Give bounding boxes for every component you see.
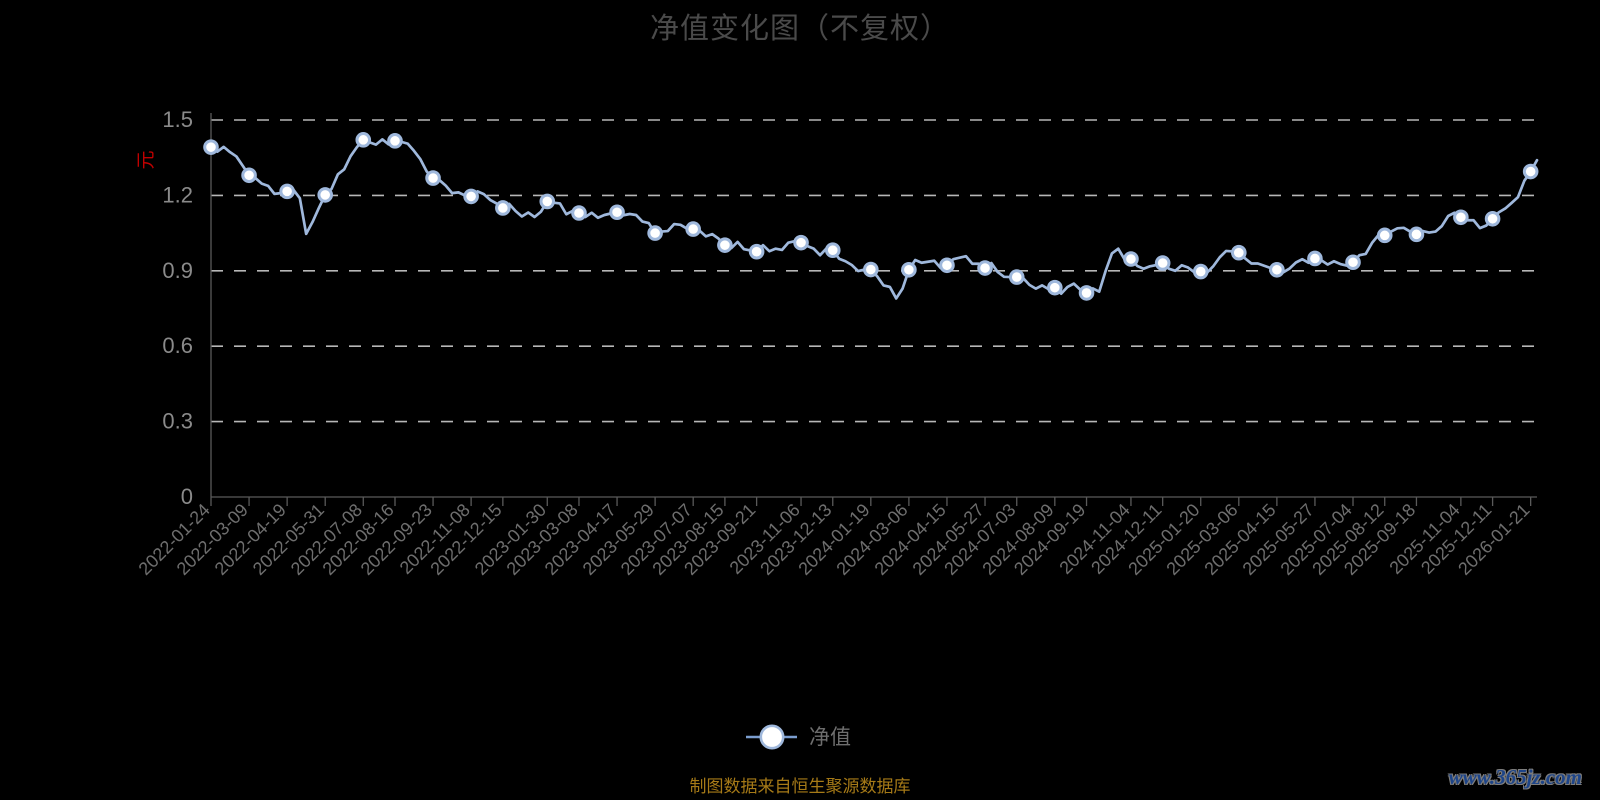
svg-text:净值: 净值 (809, 726, 851, 749)
svg-text:0.3: 0.3 (162, 409, 193, 434)
svg-text:1.5: 1.5 (162, 107, 193, 132)
svg-text:0: 0 (181, 484, 193, 509)
svg-text:1.2: 1.2 (162, 182, 193, 207)
svg-text:0.9: 0.9 (162, 258, 193, 283)
svg-text:元: 元 (136, 150, 157, 169)
svg-text:0.6: 0.6 (162, 333, 193, 358)
